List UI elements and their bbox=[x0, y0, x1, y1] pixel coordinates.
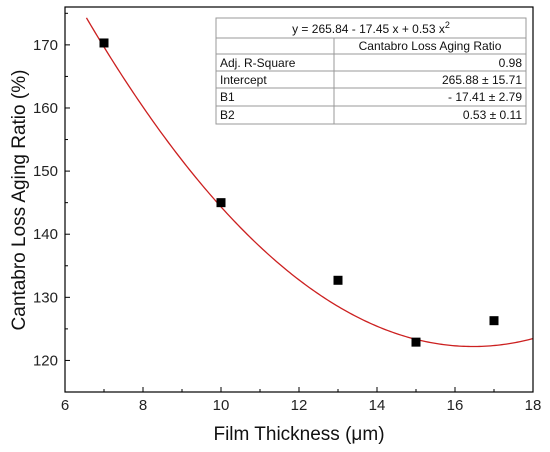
data-points bbox=[99, 38, 499, 347]
x-tick-label-6: 18 bbox=[525, 397, 542, 414]
y-tick-label-3: 150 bbox=[33, 163, 58, 180]
x-tick-label-1: 8 bbox=[139, 397, 147, 414]
y-tick-label-5: 170 bbox=[33, 37, 58, 54]
stats-row-value-2: - 17.41 ± 2.79 bbox=[448, 90, 522, 104]
x-tick-label-5: 16 bbox=[447, 397, 464, 414]
stats-table: y = 265.84 - 17.45 x + 0.53 x2 Cantabro … bbox=[215, 17, 527, 125]
fit-equation: y = 265.84 - 17.45 x + 0.53 x2 bbox=[292, 20, 450, 36]
y-tick-label-4: 160 bbox=[33, 100, 58, 117]
fit-curve-group bbox=[85, 17, 534, 348]
y-tick-label-1: 130 bbox=[33, 289, 58, 306]
stats-rows: Adj. R-Square 0.98 Intercept 265.88 ± 15.71… bbox=[220, 56, 522, 122]
data-point-4 bbox=[489, 316, 499, 326]
stats-row-value-0: 0.98 bbox=[499, 56, 523, 70]
stats-row-value-1: 265.88 ± 15.71 bbox=[442, 73, 522, 87]
axis-ticks: 6 8 10 12 14 16 18 120 130 140 150 160 170 bbox=[33, 12, 542, 414]
stats-row-label-1: Intercept bbox=[220, 73, 267, 87]
data-point-3 bbox=[411, 337, 421, 347]
y-tick-label-0: 120 bbox=[33, 352, 58, 369]
y-axis-label: Cantabro Loss Aging Ratio (%) bbox=[9, 70, 30, 331]
stats-row-label-0: Adj. R-Square bbox=[220, 56, 296, 70]
data-point-0 bbox=[99, 38, 109, 48]
stats-row-label-3: B2 bbox=[220, 108, 235, 122]
y-tick-label-2: 140 bbox=[33, 226, 58, 243]
stats-row-value-3: 0.53 ± 0.11 bbox=[463, 108, 522, 122]
x-tick-label-0: 6 bbox=[61, 397, 69, 414]
stats-row-label-2: B1 bbox=[220, 90, 235, 104]
x-tick-label-2: 10 bbox=[213, 397, 230, 414]
data-point-1 bbox=[216, 198, 226, 208]
fit-curve bbox=[85, 17, 534, 348]
stats-header: Cantabro Loss Aging Ratio bbox=[359, 39, 502, 53]
data-point-2 bbox=[333, 275, 343, 285]
plot-frame bbox=[64, 6, 534, 393]
x-tick-label-3: 12 bbox=[291, 397, 308, 414]
x-tick-label-4: 14 bbox=[369, 397, 386, 414]
x-axis-label: Film Thickness (μm) bbox=[213, 424, 384, 445]
